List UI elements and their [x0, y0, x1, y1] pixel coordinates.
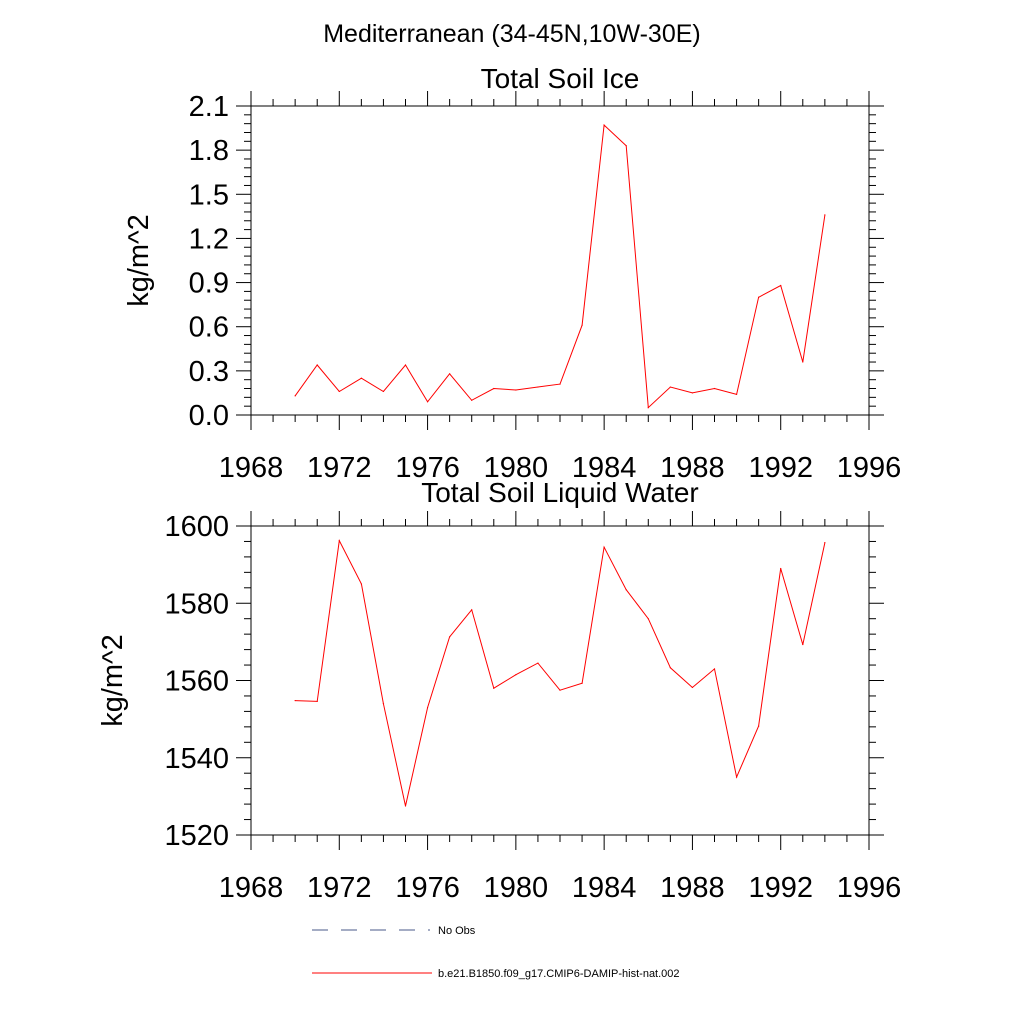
data-point — [493, 387, 495, 390]
data-point — [316, 364, 318, 366]
x-tick-label: 1976 — [395, 452, 460, 484]
plot-frame — [250, 525, 870, 836]
data-point — [493, 687, 495, 689]
data-point — [559, 383, 561, 385]
x-tick-label: 1968 — [219, 872, 284, 904]
data-point — [735, 393, 738, 395]
x-tick-label: 1992 — [748, 872, 813, 904]
x-tick-label: 1980 — [484, 452, 549, 484]
data-point — [603, 124, 605, 126]
data-point — [713, 387, 716, 390]
data-point — [294, 699, 296, 702]
series-line — [294, 124, 826, 409]
chart-soil-ice: Total Soil Ice kg/m^2 1968 1972 1976 1980 1984… — [123, 63, 901, 484]
data-point — [802, 361, 804, 363]
chart-panels: Total Soil Ice kg/m^2 1968 1972 1976 1980 1984… — [97, 63, 901, 904]
y-tick-label: 0.3 — [189, 356, 229, 388]
y-tick-label: 1520 — [164, 820, 229, 852]
data-point — [537, 386, 539, 388]
y-axis-label: kg/m^2 — [123, 214, 155, 307]
x-tick-label: 1984 — [572, 452, 637, 484]
y-tick-label: 1540 — [164, 743, 229, 775]
y-tick-label: 2.1 — [189, 91, 229, 123]
chart-title: Total Soil Ice — [481, 63, 640, 94]
x-tick-label: 1996 — [837, 452, 902, 484]
data-point — [449, 373, 451, 375]
x-tick-label: 1968 — [219, 452, 284, 484]
data-point — [338, 540, 340, 542]
data-point — [824, 542, 826, 544]
y-tick-label: 0.0 — [189, 400, 229, 432]
x-tick-label: 1972 — [307, 872, 372, 904]
y-tick-label: 1.5 — [189, 179, 229, 211]
data-point — [449, 636, 451, 638]
legend-no-obs-label: No Obs — [438, 925, 476, 937]
y-tick-label: 1.2 — [189, 223, 229, 255]
data-point — [404, 805, 407, 807]
data-point — [735, 776, 738, 778]
x-tick-label: 1980 — [484, 872, 549, 904]
data-point — [758, 725, 760, 727]
x-tick-label: 1988 — [660, 452, 725, 484]
data-point — [625, 145, 627, 147]
data-point — [647, 407, 649, 409]
data-point — [404, 364, 407, 366]
x-tick-label: 1992 — [748, 452, 813, 484]
y-axis-label: kg/m^2 — [97, 634, 129, 727]
x-tick-label: 1984 — [572, 872, 637, 904]
legend-model-label: b.e21.B1850.f09_g17.CMIP6-DAMIP-hist-nat… — [438, 968, 680, 980]
data-point — [713, 668, 716, 670]
x-tick-label: 1972 — [307, 452, 372, 484]
data-point — [647, 618, 649, 620]
data-point — [669, 667, 671, 669]
data-point — [515, 674, 517, 676]
x-tick-label: 1996 — [837, 872, 902, 904]
data-point — [559, 689, 561, 691]
data-point — [471, 399, 473, 401]
y-tick-label: 1600 — [164, 511, 229, 543]
data-point — [691, 392, 694, 394]
data-point — [360, 583, 362, 585]
data-point — [426, 706, 429, 709]
data-point — [382, 703, 385, 705]
plot-frame — [250, 105, 870, 416]
data-point — [780, 284, 782, 287]
data-point — [338, 390, 340, 393]
data-point — [537, 662, 539, 664]
y-tick-label: 1580 — [164, 588, 229, 620]
legend: No Obs b.e21.B1850.f09_g17.CMIP6-DAMIP-h… — [312, 925, 680, 980]
data-point — [360, 377, 362, 379]
data-point — [625, 589, 627, 591]
data-point — [382, 390, 385, 393]
x-tick-label: 1988 — [660, 872, 725, 904]
data-point — [316, 700, 318, 702]
data-point — [824, 214, 826, 216]
data-point — [758, 296, 760, 298]
data-point — [294, 395, 296, 397]
data-point — [802, 643, 804, 646]
x-tick-label: 1976 — [395, 872, 460, 904]
series-line — [295, 539, 826, 807]
data-point — [691, 686, 694, 689]
data-point — [471, 609, 473, 611]
y-tick-label: 1560 — [164, 666, 229, 698]
figure-title: Mediterranean (34-45N,10W-30E) — [323, 20, 701, 48]
data-point — [669, 386, 671, 388]
y-tick-label: 0.9 — [189, 268, 229, 300]
data-point — [515, 389, 517, 391]
chart-title: Total Soil Liquid Water — [421, 477, 699, 508]
chart-soil-liquid-water: Total Soil Liquid Water kg/m^2 1968 1972 197… — [97, 477, 901, 904]
data-point — [780, 567, 782, 570]
y-tick-label: 1.8 — [189, 135, 229, 167]
data-point — [603, 546, 605, 548]
data-point — [426, 401, 429, 403]
y-tick-label: 0.6 — [189, 312, 229, 344]
data-point — [581, 324, 583, 326]
data-point — [581, 682, 583, 684]
